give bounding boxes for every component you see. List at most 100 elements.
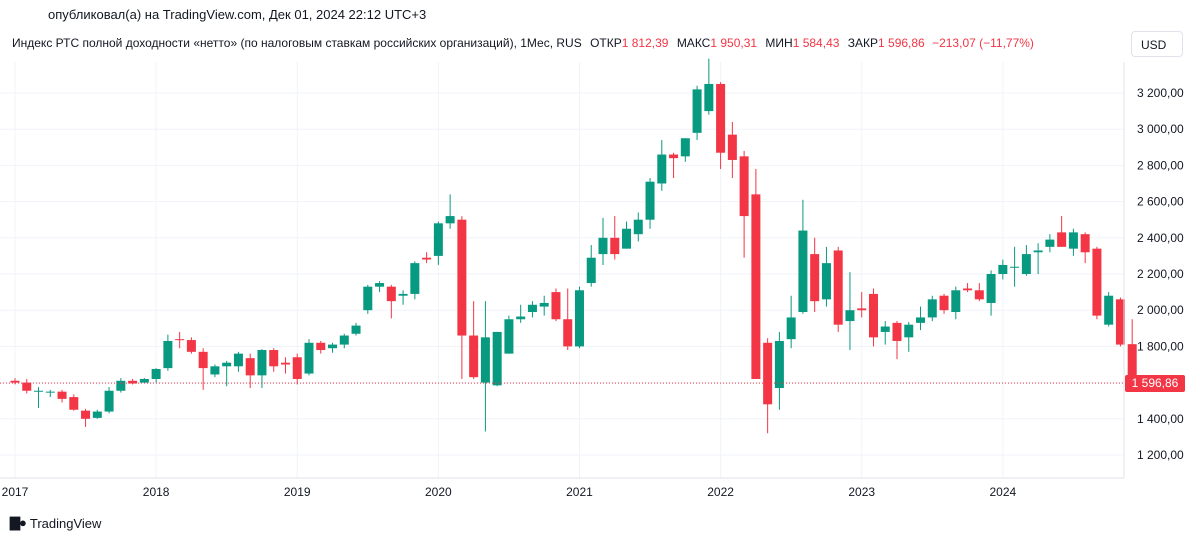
- candle-up: [633, 212, 643, 242]
- candle-body: [128, 380, 138, 384]
- candle-body: [904, 324, 914, 338]
- candle-body: [833, 250, 843, 325]
- candle-body: [92, 411, 102, 418]
- candle-down: [69, 394, 79, 411]
- price-tick-label: 2 800,00: [1137, 158, 1184, 172]
- candle-up: [375, 281, 385, 293]
- candle-body: [974, 290, 984, 300]
- candle-down: [551, 288, 561, 322]
- candle-body: [763, 342, 773, 405]
- candle-body: [398, 293, 408, 296]
- candle-up: [916, 306, 926, 331]
- candle-body: [198, 351, 208, 369]
- candle-body: [716, 83, 726, 153]
- candle-down: [739, 150, 749, 258]
- candle-up: [363, 284, 373, 314]
- tradingview-logo-icon: ▇●: [10, 515, 27, 530]
- candle-up: [586, 245, 596, 287]
- candle-body: [527, 304, 537, 313]
- low-value: 1 584,43: [792, 36, 840, 50]
- candle-down: [57, 389, 67, 403]
- candle-body: [1127, 344, 1137, 384]
- candle-down: [868, 288, 878, 347]
- candle-body: [927, 299, 937, 318]
- candle-down: [386, 284, 396, 319]
- candle-up: [798, 199, 808, 314]
- candle-body: [386, 286, 396, 302]
- candle-up: [1021, 245, 1031, 276]
- candle-body: [351, 325, 361, 334]
- currency-button[interactable]: USD: [1131, 31, 1183, 57]
- candle-up: [339, 333, 349, 349]
- candle-up: [445, 194, 455, 229]
- candle-body: [151, 369, 161, 379]
- candle-body: [328, 344, 338, 349]
- candle-down: [22, 378, 32, 394]
- candle-body: [45, 391, 55, 393]
- candle-body: [222, 362, 232, 367]
- candle-up: [821, 246, 831, 307]
- candle-body: [339, 335, 349, 345]
- candle-down: [1057, 216, 1067, 247]
- candle-up: [398, 290, 408, 305]
- tradingview-brand: TradingView: [29, 515, 102, 531]
- candle-up: [163, 334, 173, 371]
- candle-up: [904, 321, 914, 352]
- candle-up: [304, 339, 314, 376]
- candle-body: [680, 138, 690, 157]
- time-axis[interactable]: 2017 2018 2019 2020 2021 2022 2023 2024: [2, 485, 1017, 499]
- candle-down: [751, 169, 761, 379]
- candle-up: [433, 221, 443, 265]
- candle-body: [1092, 248, 1102, 316]
- candle-body: [786, 317, 796, 340]
- open-label: ОТКР: [590, 36, 622, 50]
- candle-body: [104, 390, 114, 412]
- change-value: −213,07 (−11,77%): [932, 36, 1034, 50]
- candle-up: [657, 140, 667, 191]
- candle-down: [469, 301, 479, 379]
- grid-lines: [0, 62, 1124, 478]
- candle-body: [633, 219, 643, 235]
- candle-body: [739, 156, 749, 217]
- candle-down: [1092, 246, 1102, 320]
- candle-down: [269, 348, 279, 372]
- candle-body: [810, 254, 820, 302]
- price-tick-label: 1 800,00: [1137, 339, 1184, 353]
- candle-up: [986, 270, 996, 316]
- candle-body: [916, 317, 926, 323]
- candle-down: [422, 252, 432, 264]
- candle-up: [927, 295, 937, 322]
- candle-body: [81, 410, 91, 419]
- candle-body: [821, 263, 831, 300]
- candle-up: [1010, 246, 1020, 287]
- symbol-legend: Индекс РТС полной доходности «нетто» (по…: [12, 36, 1034, 50]
- candle-body: [10, 380, 20, 383]
- candle-body: [210, 366, 220, 375]
- candle-down: [245, 353, 255, 389]
- candle-up: [492, 331, 502, 387]
- candle-up: [880, 321, 890, 345]
- candle-body: [116, 380, 126, 391]
- price-tick-label: 2 400,00: [1137, 231, 1184, 245]
- candle-up: [527, 301, 537, 318]
- candle-body: [892, 322, 902, 341]
- candle-down: [1127, 319, 1137, 386]
- candle-body: [363, 286, 373, 311]
- candle-body: [304, 342, 314, 374]
- candle-body: [457, 219, 467, 336]
- candle-up: [645, 178, 655, 229]
- candle-down: [716, 82, 726, 170]
- candle-body: [798, 230, 808, 313]
- candle-down: [316, 340, 326, 354]
- price-tick-label: 3 200,00: [1137, 86, 1184, 100]
- price-axis[interactable]: 1 200,001 400,001 600,001 800,002 000,00…: [1137, 86, 1184, 462]
- time-tick-label: 2023: [848, 485, 875, 499]
- candle-body: [692, 89, 702, 133]
- open-value: 1 812,39: [621, 36, 669, 50]
- time-tick-label: 2024: [989, 485, 1016, 499]
- tradingview-logo[interactable]: ▇● TradingView: [10, 515, 101, 531]
- candle-down: [186, 337, 196, 354]
- candle-body: [880, 326, 890, 332]
- candle-up: [680, 138, 690, 162]
